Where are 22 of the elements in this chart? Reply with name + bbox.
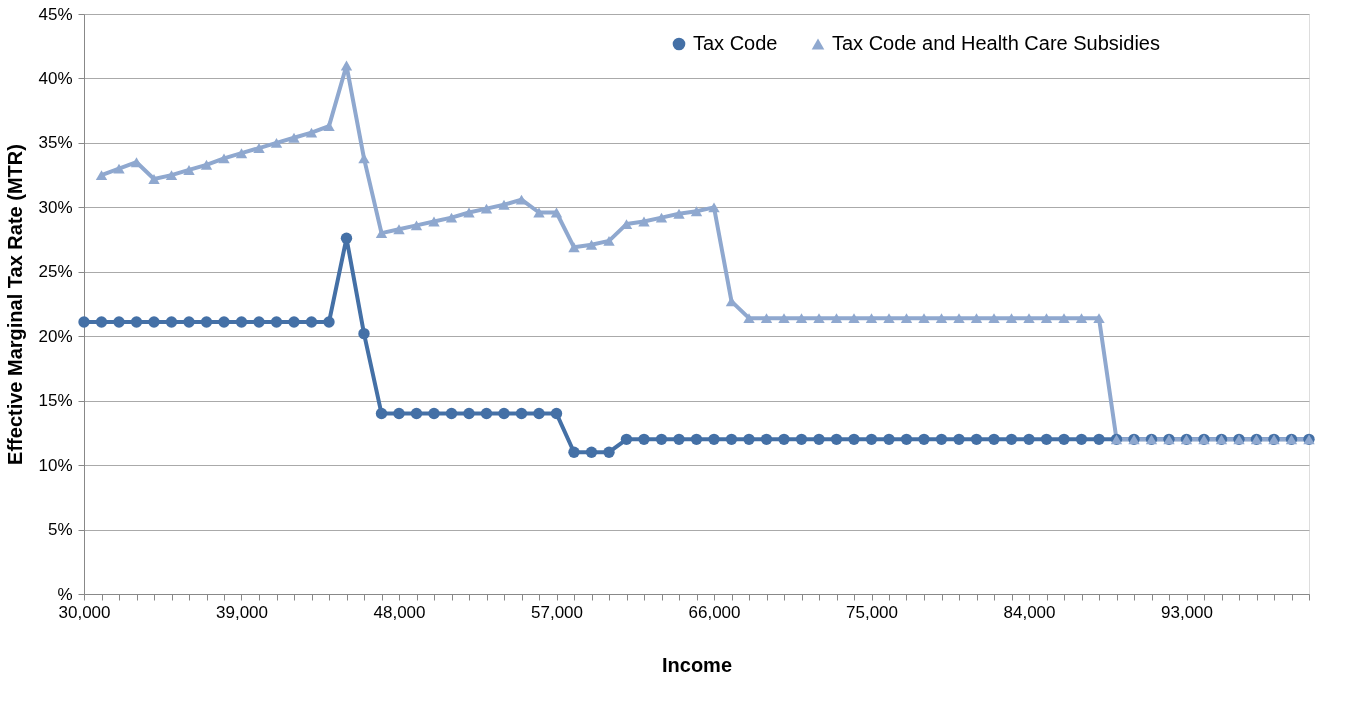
legend-label: Tax Code [693,32,778,54]
x-tick-label: 57,000 [531,602,583,622]
y-tick-label: 10% [38,455,73,475]
y-tick-label: 35% [38,133,73,153]
y-tick-label: 20% [38,326,73,346]
y-tick-label: 45% [38,4,73,24]
x-tick-label: 75,000 [846,602,898,622]
x-tick-label: 48,000 [373,602,426,622]
y-axis-title: Effective Marginal Tax Rate (MTR) [4,144,27,465]
x-tick-label: 84,000 [1003,602,1056,622]
x-tick-label: 30,000 [58,602,111,622]
y-tick-label: 25% [38,262,73,282]
y-tick-label: 40% [38,68,73,88]
legend-label: Tax Code and Health Care Subsidies [832,32,1160,54]
y-tick-label: % [57,584,73,604]
y-tick-label: 30% [38,197,73,217]
y-tick-label: 15% [38,391,73,411]
x-tick-label: 93,000 [1161,602,1213,622]
x-axis-title: Income [661,653,733,676]
y-tick-label: 5% [47,520,73,540]
x-tick-label: 39,000 [216,602,268,622]
x-tick-label: 66,000 [688,602,741,622]
